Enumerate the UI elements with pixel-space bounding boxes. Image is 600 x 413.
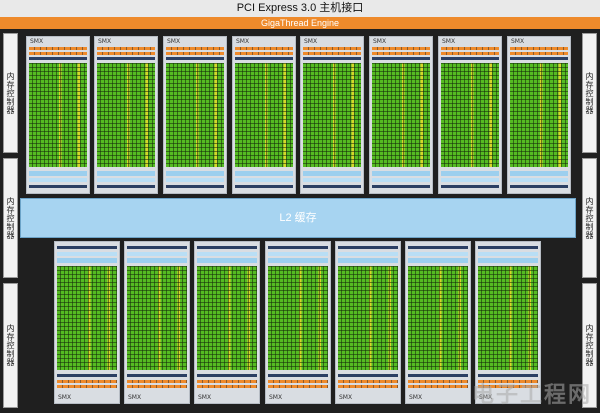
smx-bottom-5: SMX [335,241,401,404]
smx-label: SMX [442,38,456,45]
smx-label: SMX [128,394,142,401]
pcie-host-interface: PCI Express 3.0 主机接口 [0,0,600,17]
smx-top-3: SMX [163,36,227,194]
smx-top-8: SMX [507,36,571,194]
smx-label: SMX [58,394,72,401]
smx-label: SMX [304,38,318,45]
smx-top-6: SMX [369,36,433,194]
smx-label: SMX [479,394,493,401]
memory-controller-left-1: 内存控制器 [3,33,18,153]
smx-top-4: SMX [232,36,296,194]
memory-controller-right-2: 内存控制器 [582,158,597,278]
smx-bottom-3: SMX [194,241,260,404]
smx-bottom-6: SMX [405,241,471,404]
smx-label: SMX [167,38,181,45]
smx-top-5: SMX [300,36,364,194]
memory-controller-right-3: 内存控制器 [582,283,597,408]
watermark: 电子工程网 [471,383,592,408]
smx-top-2: SMX [94,36,158,194]
smx-label: SMX [198,394,212,401]
smx-bottom-7: SMX [475,241,541,404]
smx-top-7: SMX [438,36,502,194]
smx-label: SMX [98,38,112,45]
smx-label: SMX [269,394,283,401]
smx-label: SMX [409,394,423,401]
smx-label: SMX [30,38,44,45]
smx-label: SMX [373,38,387,45]
smx-label: SMX [339,394,353,401]
memory-controller-left-2: 内存控制器 [3,158,18,278]
memory-controller-left-3: 内存控制器 [3,283,18,408]
memory-controller-right-1: 内存控制器 [582,33,597,153]
smx-bottom-4: SMX [265,241,331,404]
smx-bottom-2: SMX [124,241,190,404]
smx-label: SMX [511,38,525,45]
gigathread-engine: GigaThread Engine [0,17,600,29]
smx-bottom-1: SMX [54,241,120,404]
smx-top-1: SMX [26,36,90,194]
smx-label: SMX [236,38,250,45]
l2-cache: L2 缓存 [20,198,576,238]
